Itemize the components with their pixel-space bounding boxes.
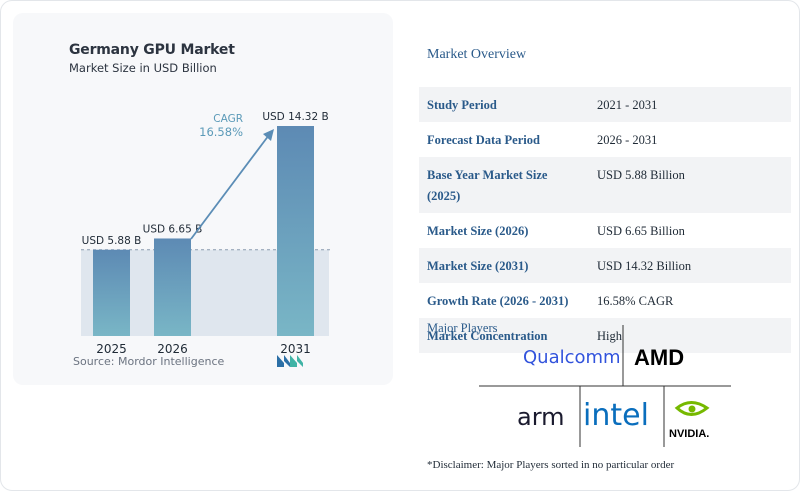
cagr-label: CAGR: [213, 113, 243, 125]
cagr-value: 16.58%: [199, 125, 243, 139]
major-players-title: Major Players: [427, 321, 498, 335]
overview-row: Base Year Market Size (2025) USD 5.88 Bil…: [419, 157, 791, 213]
data-label: USD 5.88 B: [82, 235, 142, 247]
tick-label: 2031: [280, 342, 311, 356]
amd-logo: AMD: [634, 345, 684, 370]
overview-key: Study Period: [419, 87, 589, 122]
overview-key: Market Size (2026): [427, 224, 529, 238]
bar-2025: [93, 249, 130, 336]
mordor-logo-icon: [277, 355, 303, 367]
overview-table: Study Period 2021 - 2031 Forecast Data Per…: [419, 87, 791, 353]
disclaimer-text: *Disclaimer: Major Players sorted in no …: [427, 459, 675, 471]
nvidia-logo: NVIDIA.: [669, 428, 709, 440]
data-label: USD 14.32 B: [262, 111, 328, 123]
source-text: Source: Mordor Intelligence: [73, 355, 225, 368]
overview-key: Market Size (2031): [419, 248, 589, 283]
overview-value: USD 5.88 Billion: [589, 157, 791, 213]
overview-key: Base Year Market Size (2025): [419, 157, 589, 213]
overview-title: Market Overview: [427, 47, 527, 62]
overview-value: 2021 - 2031: [589, 87, 791, 122]
overview-key: Forecast Data Period: [427, 133, 540, 147]
overview-key: Growth Rate (2026 - 2031): [427, 294, 569, 308]
qualcomm-logo: Qualcomm: [523, 347, 621, 368]
bar-chart: USD 5.88 B 2025 USD 6.65 B 2026 USD 14.32 B 2…: [81, 111, 331, 356]
cagr-arrow: [190, 134, 270, 240]
tick-label: 2025: [96, 342, 127, 356]
overview-row: Forecast Data Period 2026 - 2031: [419, 122, 791, 157]
intel-logo: intel: [583, 398, 649, 433]
overview-row: Study Period 2021 - 2031: [419, 87, 791, 122]
overview-row: Market Size (2031) USD 14.32 Billion: [419, 248, 791, 283]
cagr-arrowhead-icon: [263, 129, 274, 141]
overview-value: USD 6.65 Billion: [597, 224, 685, 238]
chart-title: Germany GPU Market: [69, 42, 235, 58]
bar-2031: [277, 126, 314, 336]
data-label: USD 6.65 B: [143, 223, 203, 235]
overview-row: Market Size (2026) USD 6.65 Billion: [419, 213, 791, 248]
chart-subtitle: Market Size in USD Billion: [69, 61, 217, 75]
overview-row: Growth Rate (2026 - 2031) 16.58% CAGR: [419, 283, 791, 318]
overview-value: USD 14.32 Billion: [589, 248, 791, 283]
nvidia-eye-icon: [674, 401, 710, 416]
overview-value: 16.58% CAGR: [597, 294, 674, 308]
arm-logo: arm: [517, 403, 565, 431]
overview-value: 2026 - 2031: [597, 133, 658, 147]
tick-label: 2026: [157, 342, 188, 356]
bar-2026: [154, 238, 191, 336]
overview-key: Market Concentration: [419, 318, 589, 353]
